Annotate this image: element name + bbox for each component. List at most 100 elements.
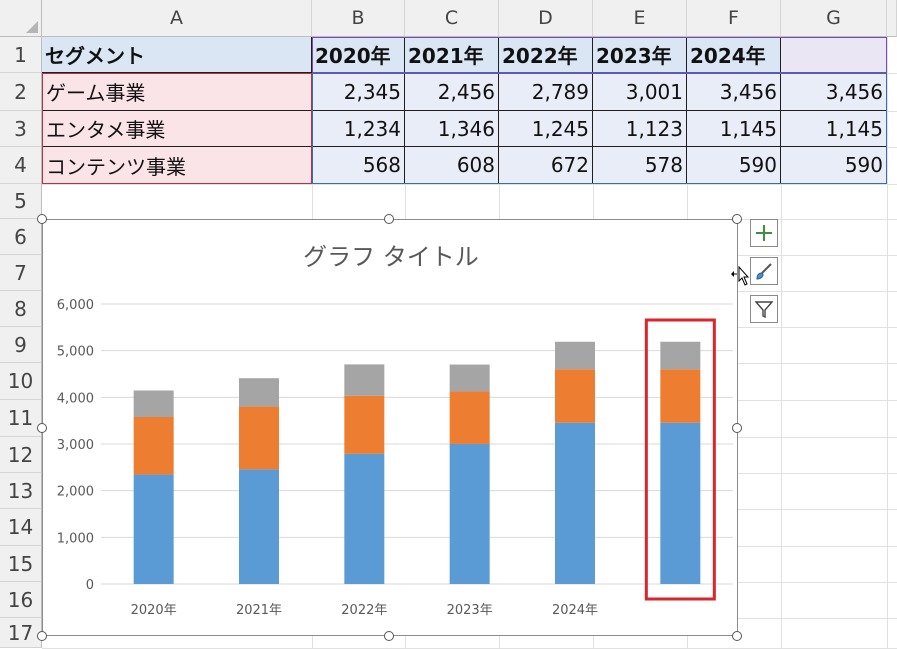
bar-segment[interactable]	[555, 369, 595, 423]
y-axis-tick-label: 0	[86, 578, 94, 593]
row-header-11[interactable]: 11	[0, 400, 42, 437]
row-header-5[interactable]: 5	[0, 184, 42, 219]
bar-segment[interactable]	[133, 474, 174, 584]
x-axis-tick-label: 2024年	[552, 603, 598, 618]
range-highlight-header	[312, 37, 887, 73]
row-header-13[interactable]: 13	[0, 473, 42, 509]
range-highlight-labels	[42, 73, 312, 184]
chart-title[interactable]: グラフ タイトル	[303, 243, 479, 271]
row-header-14[interactable]: 14	[0, 509, 42, 546]
gridline-vertical	[781, 37, 782, 648]
row-header-9[interactable]: 9	[0, 327, 42, 363]
column-header-e[interactable]: E	[593, 0, 687, 37]
header-cell[interactable]	[781, 37, 887, 73]
row-header-3[interactable]: 3	[0, 111, 42, 147]
chart-filters-button[interactable]	[750, 295, 778, 323]
row-header-17[interactable]: 17	[0, 618, 42, 648]
bar-segment[interactable]	[660, 341, 701, 370]
value-cell[interactable]: 1,234	[312, 111, 405, 147]
bar-segment[interactable]	[133, 416, 174, 475]
header-cell[interactable]: 2023年	[593, 37, 687, 73]
bar-segment[interactable]	[239, 406, 279, 470]
bar-segment[interactable]	[555, 422, 595, 584]
value-cell[interactable]: 1,245	[499, 111, 593, 147]
column-header-g[interactable]: G	[781, 0, 887, 37]
plus-icon	[756, 225, 772, 241]
bar-segment[interactable]	[449, 391, 490, 444]
column-header-f[interactable]: F	[687, 0, 781, 37]
bar-segment[interactable]	[555, 341, 595, 370]
bar-segment[interactable]	[239, 378, 279, 407]
resize-handle-middle-right[interactable]	[732, 423, 742, 433]
header-cell[interactable]: セグメント	[42, 37, 312, 73]
value-cell[interactable]: 3,001	[593, 73, 687, 111]
y-axis-tick-label: 5,000	[57, 345, 94, 360]
chart-elements-button[interactable]	[750, 219, 778, 247]
bar-segment[interactable]	[449, 364, 490, 392]
select-all-corner[interactable]	[0, 0, 42, 37]
value-cell[interactable]: 590	[781, 147, 887, 184]
resize-handle-top-middle[interactable]	[384, 214, 394, 224]
segment-label-cell[interactable]: ゲーム事業	[42, 73, 312, 111]
bar-segment[interactable]	[344, 395, 385, 454]
header-cell[interactable]: 2022年	[499, 37, 593, 73]
row-header-16[interactable]: 16	[0, 582, 42, 618]
row-header-2[interactable]: 2	[0, 73, 42, 111]
value-cell[interactable]: 2,789	[499, 73, 593, 111]
header-cell[interactable]: 2020年	[312, 37, 405, 73]
row-header-12[interactable]: 12	[0, 437, 42, 473]
resize-handle-middle-left[interactable]	[37, 423, 47, 433]
bar-segment[interactable]	[660, 369, 701, 423]
value-cell[interactable]: 2,345	[312, 73, 405, 111]
chart-object[interactable]: グラフ タイトル 0 1,000 2,000 3,000 4,000 5,000 6,000…	[42, 219, 738, 636]
header-cell[interactable]: 2024年	[687, 37, 781, 73]
x-axis-tick-label: 2022年	[341, 603, 387, 618]
value-cell[interactable]: 1,145	[781, 111, 887, 147]
value-cell[interactable]: 1,145	[687, 111, 781, 147]
value-cell[interactable]: 1,346	[405, 111, 499, 147]
highlight-box	[644, 318, 716, 601]
column-header-c[interactable]: C	[405, 0, 499, 37]
bar-segment[interactable]	[344, 364, 385, 396]
bar-segment[interactable]	[133, 390, 174, 417]
value-cell[interactable]: 1,123	[593, 111, 687, 147]
resize-handle-top-right[interactable]	[732, 214, 742, 224]
y-axis-tick-label: 4,000	[57, 391, 94, 406]
stacked-column-chart[interactable]: グラフ タイトル 0 1,000 2,000 3,000 4,000 5,000 6,000…	[43, 220, 739, 637]
y-axis-tick-label: 6,000	[57, 298, 94, 313]
x-axis-tick-label: 2020年	[131, 603, 177, 618]
row-header-8[interactable]: 8	[0, 291, 42, 327]
segment-label-cell[interactable]: エンタメ事業	[42, 111, 312, 147]
value-cell[interactable]: 672	[499, 147, 593, 184]
resize-handle-bottom-middle[interactable]	[384, 631, 394, 641]
y-axis-tick-label: 2,000	[57, 485, 94, 500]
bar-segment[interactable]	[239, 469, 279, 584]
resize-handle-bottom-right[interactable]	[732, 631, 742, 641]
row-header-10[interactable]: 10	[0, 363, 42, 400]
row-header-15[interactable]: 15	[0, 546, 42, 582]
value-cell[interactable]: 2,456	[405, 73, 499, 111]
chart-styles-button[interactable]	[750, 257, 778, 285]
value-cell[interactable]: 3,456	[687, 73, 781, 111]
funnel-icon	[754, 301, 774, 319]
resize-handle-top-left[interactable]	[37, 214, 47, 224]
gridline-vertical	[887, 37, 888, 648]
value-cell[interactable]: 578	[593, 147, 687, 184]
bar-segment[interactable]	[449, 443, 490, 584]
row-header-6[interactable]: 6	[0, 219, 42, 255]
column-header-overflow	[887, 0, 897, 37]
row-header-4[interactable]: 4	[0, 147, 42, 184]
bar-segment[interactable]	[344, 453, 385, 584]
row-header-1[interactable]: 1	[0, 37, 42, 73]
value-cell[interactable]: 590	[687, 147, 781, 184]
column-header-d[interactable]: D	[499, 0, 593, 37]
column-header-a[interactable]: A	[42, 0, 312, 37]
x-axis-tick-label: 2021年	[236, 603, 282, 618]
y-axis-tick-label: 1,000	[57, 531, 94, 546]
move-cursor-icon	[731, 266, 750, 286]
column-header-b[interactable]: B	[312, 0, 405, 37]
bar-segment[interactable]	[660, 422, 701, 584]
row-header-7[interactable]: 7	[0, 255, 42, 291]
resize-handle-bottom-left[interactable]	[37, 631, 47, 641]
paintbrush-icon	[756, 263, 772, 280]
